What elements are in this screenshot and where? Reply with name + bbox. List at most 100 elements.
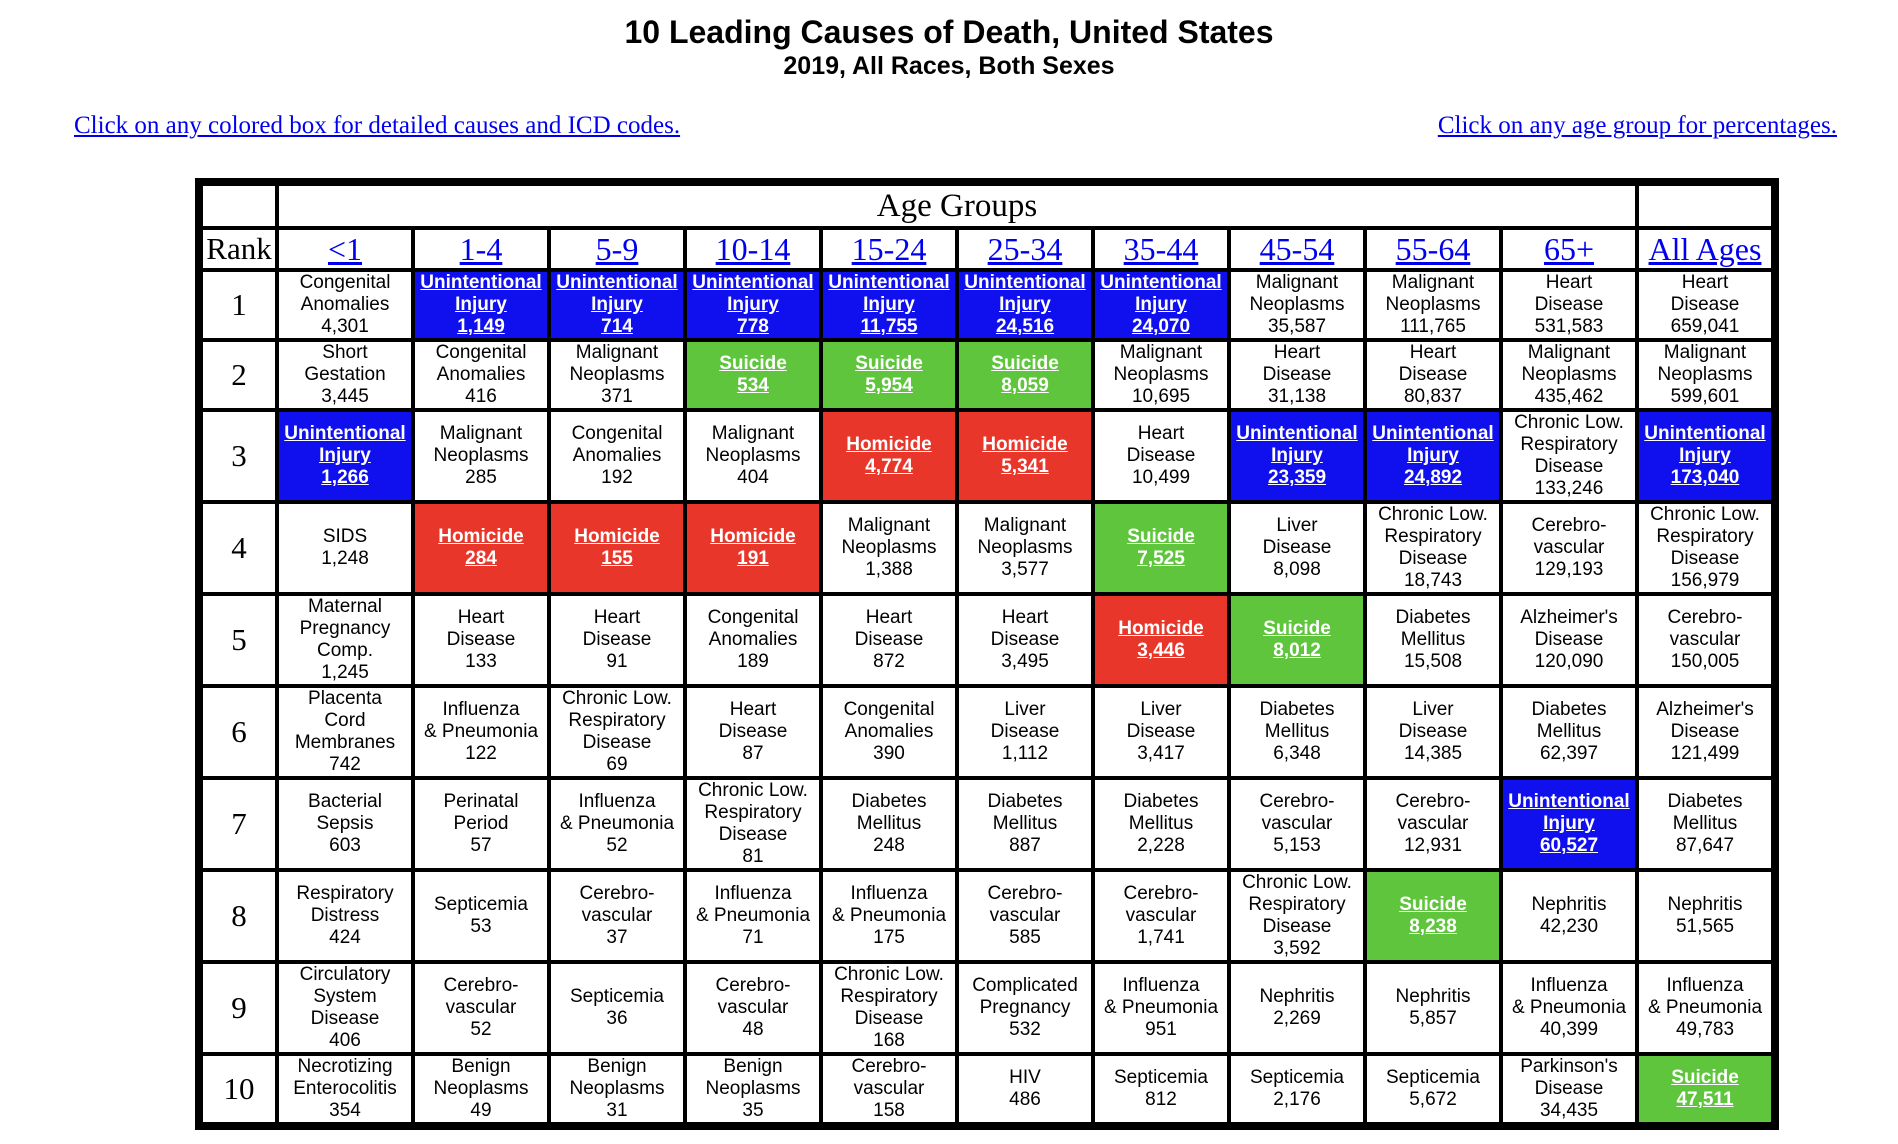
cause-label: Chronic Low. Respiratory Disease: [698, 780, 808, 845]
cause-cell-link[interactable]: Unintentional Injury 60,527: [1501, 778, 1637, 870]
cause-cell: Cerebro- vascular 150,005: [1637, 594, 1773, 686]
cause-cell-link[interactable]: Homicide 4,774: [821, 410, 957, 502]
age-group-header[interactable]: 65+: [1501, 228, 1637, 270]
cause-cell: Liver Disease 14,385: [1365, 686, 1501, 778]
death-count: 34,435: [1539, 1100, 1599, 1121]
cause-cell: Liver Disease 3,417: [1093, 686, 1229, 778]
age-group-header[interactable]: 45-54: [1229, 228, 1365, 270]
cause-label: Suicide: [1671, 1067, 1739, 1088]
death-count: 714: [601, 316, 633, 337]
cause-cell-link[interactable]: Unintentional Injury 1,266: [277, 410, 413, 502]
cause-cell: Cerebro- vascular 48: [685, 962, 821, 1054]
cause-cell: Septicemia 812: [1093, 1054, 1229, 1124]
age-group-header[interactable]: 35-44: [1093, 228, 1229, 270]
cause-cell: Influenza & Pneumonia 40,399: [1501, 962, 1637, 1054]
cause-cell: Benign Neoplasms 49: [413, 1054, 549, 1124]
cause-cell-link[interactable]: Unintentional Injury 24,892: [1365, 410, 1501, 502]
death-count: 5,672: [1409, 1089, 1457, 1110]
rank-row: 10 Necrotizing Enterocolitis 354 Benign Neo…: [201, 1054, 1773, 1124]
cause-label: Influenza & Pneumonia: [1103, 975, 1219, 1018]
age-group-header[interactable]: 55-64: [1365, 228, 1501, 270]
cause-label: Congenital Anomalies: [299, 272, 391, 315]
age-group-header[interactable]: <1: [277, 228, 413, 270]
cause-cell-link[interactable]: Unintentional Injury 778: [685, 270, 821, 340]
age-group-percentages-link[interactable]: Click on any age group for percentages.: [1437, 112, 1837, 139]
cause-cell: Nephritis 42,230: [1501, 870, 1637, 962]
cause-label: Maternal Pregnancy Comp.: [299, 596, 391, 661]
cause-label: Influenza & Pneumonia: [423, 699, 539, 742]
detailed-causes-link[interactable]: Click on any colored box for detailed ca…: [74, 112, 681, 139]
cause-cell-link[interactable]: Suicide 534: [685, 340, 821, 410]
cause-cell-link[interactable]: Homicide 5,341: [957, 410, 1093, 502]
age-group-link[interactable]: 65+: [1543, 230, 1595, 267]
cause-cell: Chronic Low. Respiratory Disease 168: [821, 962, 957, 1054]
cause-cell: Cerebro- vascular 585: [957, 870, 1093, 962]
rank-row: 4 SIDS 1,248 Homicide 284 Homicide 155 Homicide…: [201, 502, 1773, 594]
death-count: 1,741: [1137, 927, 1185, 948]
cause-cell: Cerebro- vascular 12,931: [1365, 778, 1501, 870]
cause-cell: Chronic Low. Respiratory Disease 133,246: [1501, 410, 1637, 502]
age-group-header[interactable]: 10-14: [685, 228, 821, 270]
cause-cell: Heart Disease 91: [549, 594, 685, 686]
cause-cell-link[interactable]: Homicide 284: [413, 502, 549, 594]
cause-cell-link[interactable]: Suicide 7,525: [1093, 502, 1229, 594]
death-count: 35: [742, 1100, 764, 1121]
death-count: 11,755: [860, 316, 918, 337]
age-group-link[interactable]: 25-34: [987, 230, 1063, 267]
cause-cell-link[interactable]: Suicide 8,012: [1229, 594, 1365, 686]
death-count: 8,238: [1409, 916, 1457, 937]
age-group-link[interactable]: 55-64: [1395, 230, 1471, 267]
cause-cell-link[interactable]: Unintentional Injury 1,149: [413, 270, 549, 340]
age-group-link[interactable]: 35-44: [1123, 230, 1199, 267]
cause-cell-link[interactable]: Unintentional Injury 11,755: [821, 270, 957, 340]
cause-cell-link[interactable]: Unintentional Injury 173,040: [1637, 410, 1773, 502]
cause-cell-link[interactable]: Homicide 191: [685, 502, 821, 594]
cause-label: Septicemia: [1114, 1067, 1208, 1088]
cause-label: Septicemia: [434, 894, 528, 915]
death-count: 1,388: [865, 559, 913, 580]
cause-label: Cerebro- vascular: [443, 975, 519, 1018]
cause-label: Malignant Neoplasms: [433, 423, 529, 466]
cause-cell-link[interactable]: Unintentional Injury 24,070: [1093, 270, 1229, 340]
age-group-header[interactable]: 5-9: [549, 228, 685, 270]
death-count: 87: [742, 743, 764, 764]
cause-cell: Heart Disease 80,837: [1365, 340, 1501, 410]
cause-cell-link[interactable]: Unintentional Injury 714: [549, 270, 685, 340]
cause-label: Malignant Neoplasms: [569, 342, 665, 385]
cause-cell: Heart Disease 872: [821, 594, 957, 686]
age-group-link[interactable]: 10-14: [715, 230, 791, 267]
cause-label: Liver Disease: [1262, 515, 1332, 558]
cause-cell-link[interactable]: Suicide 47,511: [1637, 1054, 1773, 1124]
cause-label: Benign Neoplasms: [433, 1056, 529, 1099]
age-group-link[interactable]: <1: [327, 230, 363, 267]
age-group-header[interactable]: 15-24: [821, 228, 957, 270]
cause-label: Influenza & Pneumonia: [831, 883, 947, 926]
cause-cell-link[interactable]: Suicide 5,954: [821, 340, 957, 410]
cause-cell: Necrotizing Enterocolitis 354: [277, 1054, 413, 1124]
cause-cell-link[interactable]: Homicide 155: [549, 502, 685, 594]
cause-label: Malignant Neoplasms: [1249, 272, 1345, 315]
death-count: 150,005: [1670, 651, 1740, 672]
age-group-link[interactable]: 5-9: [595, 230, 639, 267]
cause-cell-link[interactable]: Unintentional Injury 24,516: [957, 270, 1093, 340]
age-group-header[interactable]: 1-4: [413, 228, 549, 270]
age-group-link[interactable]: 1-4: [459, 230, 503, 267]
cause-cell: Benign Neoplasms 35: [685, 1054, 821, 1124]
rank-number: 4: [201, 502, 277, 594]
age-group-header[interactable]: 25-34: [957, 228, 1093, 270]
cause-cell-link[interactable]: Suicide 8,059: [957, 340, 1093, 410]
cause-cell: Influenza & Pneumonia 71: [685, 870, 821, 962]
age-group-header[interactable]: All Ages: [1637, 228, 1773, 270]
death-count: 10,695: [1131, 386, 1191, 407]
age-group-link[interactable]: 45-54: [1259, 230, 1335, 267]
corner-cell: [201, 184, 277, 228]
death-count: 155: [601, 548, 633, 569]
age-group-link[interactable]: 15-24: [851, 230, 927, 267]
cause-cell-link[interactable]: Unintentional Injury 23,359: [1229, 410, 1365, 502]
cause-cell: Heart Disease 3,495: [957, 594, 1093, 686]
age-group-link[interactable]: All Ages: [1648, 230, 1762, 267]
cause-cell-link[interactable]: Suicide 8,238: [1365, 870, 1501, 962]
cause-cell: Malignant Neoplasms 404: [685, 410, 821, 502]
cause-label: Liver Disease: [1126, 699, 1196, 742]
cause-cell-link[interactable]: Homicide 3,446: [1093, 594, 1229, 686]
